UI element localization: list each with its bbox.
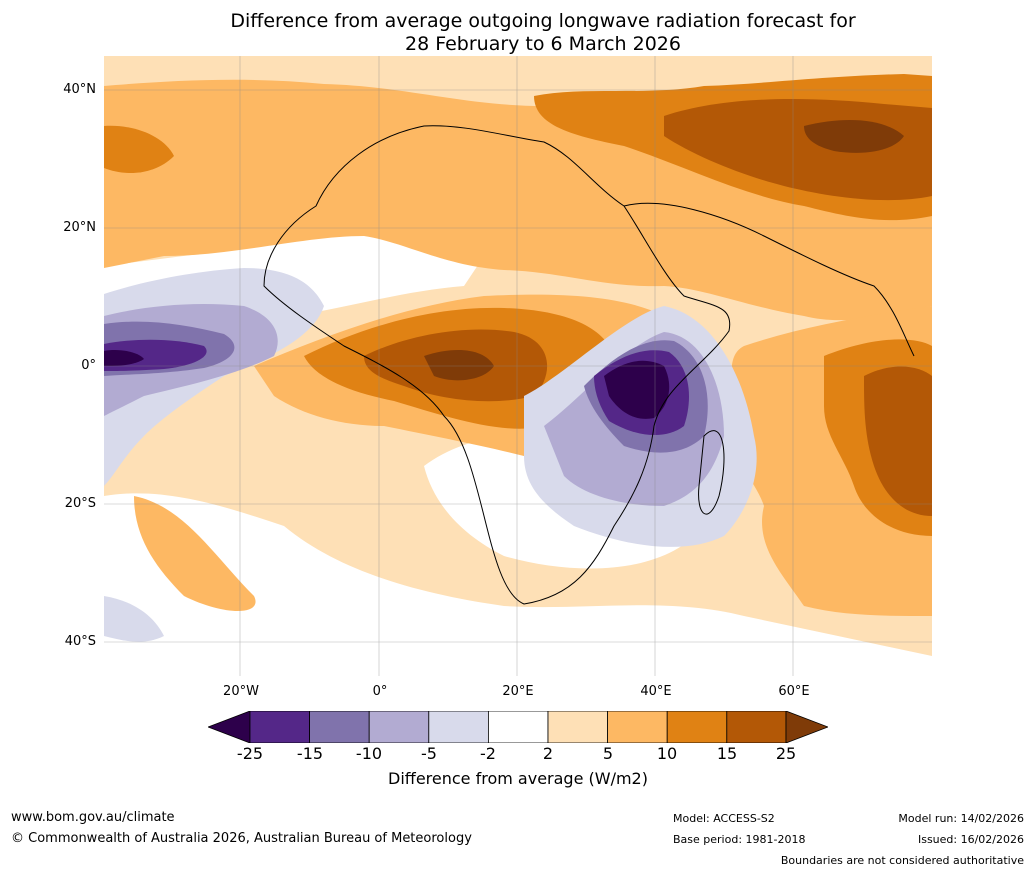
colorbar-swatch bbox=[249, 711, 310, 743]
colorbar-swatch bbox=[726, 711, 787, 743]
website-link[interactable]: www.bom.gov.au/climate bbox=[11, 810, 175, 825]
neutral-region-south bbox=[104, 493, 932, 676]
copyright-text: © Commonwealth of Australia 2026, Austra… bbox=[11, 831, 472, 846]
madagascar-coastline bbox=[698, 430, 725, 515]
colorbar-tick: 10 bbox=[656, 744, 678, 763]
lon-label-20w: 20°W bbox=[223, 684, 259, 699]
lat-label-0: 0° bbox=[81, 358, 96, 373]
lat-label-20s: 20°S bbox=[64, 496, 96, 511]
arabia-india-coastline bbox=[623, 202, 915, 357]
title-line-2: 28 February to 6 March 2026 bbox=[404, 33, 681, 55]
anomaly-field-p25-congo bbox=[424, 350, 494, 381]
colorbar-label: Difference from average (W/m2) bbox=[388, 769, 648, 788]
colorbar-swatch bbox=[428, 711, 489, 743]
lon-label-60e: 60°E bbox=[778, 684, 810, 699]
colorbar-swatch bbox=[547, 711, 608, 743]
title-line-1: Difference from average outgoing longwav… bbox=[230, 10, 856, 32]
map-gridlines bbox=[104, 56, 932, 676]
base-period: Base period: 1981-2018 bbox=[673, 833, 806, 846]
anomaly-field-p5-southwest bbox=[134, 496, 256, 611]
colorbar-swatch bbox=[666, 711, 728, 743]
colorbar-tick: -10 bbox=[355, 744, 383, 763]
colorbar-tick: -2 bbox=[480, 744, 496, 763]
model-name: Model: ACCESS-S2 bbox=[673, 812, 775, 825]
colorbar-swatch bbox=[309, 711, 370, 743]
colorbar-swatch bbox=[607, 711, 668, 743]
lon-label-20e: 20°E bbox=[502, 684, 534, 699]
issued-date: Issued: 16/02/2026 bbox=[917, 833, 1024, 846]
anomaly-field-p15-indian-ocean bbox=[864, 366, 932, 516]
colorbar-swatch bbox=[487, 711, 549, 743]
colorbar-tick: 2 bbox=[542, 744, 554, 763]
map-title: Difference from average outgoing longwav… bbox=[0, 10, 1035, 56]
anomaly-field-n2-southwest bbox=[104, 596, 164, 642]
colorbar-tick: -25 bbox=[236, 744, 264, 763]
lon-label-40e: 40°E bbox=[640, 684, 672, 699]
anomaly-field-n25-east-africa bbox=[604, 360, 670, 419]
lat-label-40s: 40°S bbox=[64, 634, 96, 649]
africa-coastline bbox=[263, 125, 731, 605]
colorbar-tick: 5 bbox=[602, 744, 614, 763]
olr-anomaly-map bbox=[104, 56, 932, 676]
colorbar-swatch bbox=[368, 711, 430, 743]
model-run-date: Model run: 14/02/2026 bbox=[898, 812, 1024, 825]
lat-label-40n: 40°N bbox=[63, 82, 96, 97]
anomaly-field-p25-iran bbox=[804, 120, 904, 153]
lon-label-0: 0° bbox=[372, 684, 388, 699]
map-canvas bbox=[104, 56, 932, 676]
colorbar-tick: 25 bbox=[775, 744, 797, 763]
lat-label-20n: 20°N bbox=[63, 220, 96, 235]
colorbar-min-arrow bbox=[208, 711, 251, 743]
colorbar-max-arrow bbox=[785, 711, 828, 743]
colorbar-tick: -15 bbox=[296, 744, 324, 763]
anomaly-field-n25-atlantic bbox=[104, 349, 144, 366]
colorbar-tick: -5 bbox=[421, 744, 437, 763]
colorbar-tick: 15 bbox=[716, 744, 738, 763]
boundaries-disclaimer: Boundaries are not considered authoritat… bbox=[780, 854, 1024, 867]
colorbar bbox=[208, 711, 828, 743]
anomaly-field-p10-atlantic-nw bbox=[104, 125, 174, 173]
